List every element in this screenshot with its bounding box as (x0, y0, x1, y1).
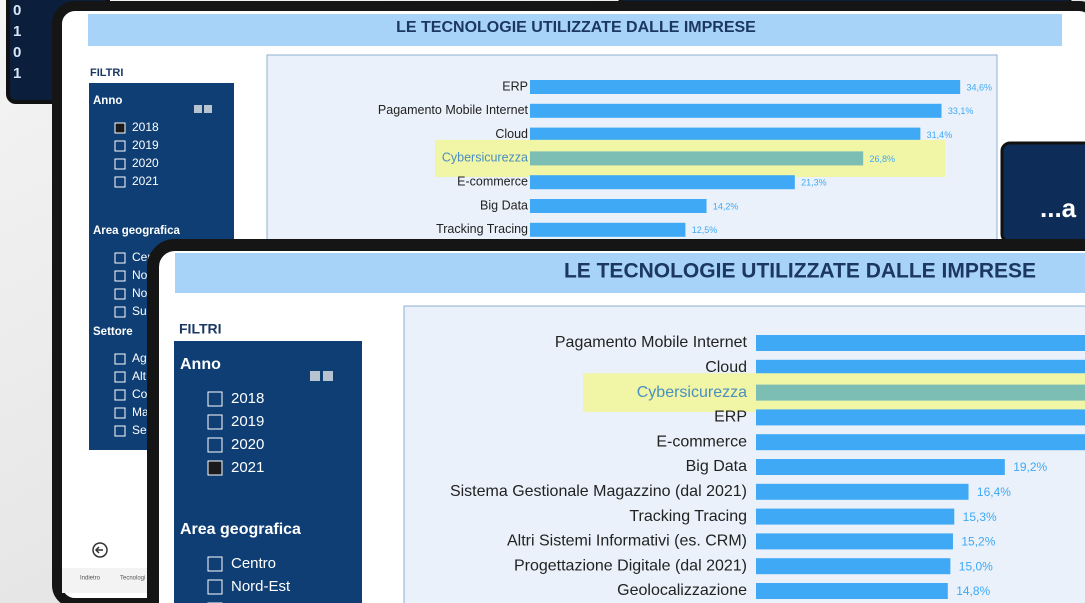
filters-label: FILTRI (90, 67, 123, 79)
value-label: 14,8% (956, 584, 990, 598)
category-label: Cybersicurezza (637, 384, 747, 401)
bar (756, 385, 1085, 401)
category-label: Pagamento Mobile Internet (378, 103, 529, 117)
filter-option[interactable]: No (132, 286, 148, 300)
filter-option[interactable]: Co (132, 387, 148, 401)
bar (530, 104, 942, 118)
icon (194, 105, 202, 113)
value-label: 31,4% (927, 130, 953, 140)
bar (756, 484, 969, 500)
tab[interactable]: Tecnologi (120, 576, 145, 582)
binary-digit: 0 (13, 44, 21, 61)
filter-title: Anno (180, 356, 221, 373)
filter-option[interactable]: Ma (132, 405, 149, 419)
bar (530, 223, 685, 237)
value-label: 34,6% (966, 82, 992, 92)
icon (323, 371, 333, 381)
category-label: ERP (714, 409, 747, 426)
checkbox[interactable] (115, 123, 125, 133)
binary-digit: 1 (13, 23, 21, 40)
bar (530, 128, 920, 142)
category-label: Cloud (495, 127, 528, 141)
page: 0 1 0 1 LE TECNOLOGIE UTILIZZATE DALLE IMPR… (0, 0, 1085, 603)
category-label: Altri Sistemi Informativi (es. CRM) (507, 533, 747, 550)
bar (530, 151, 863, 165)
checkbox[interactable] (208, 461, 222, 475)
filter-option[interactable]: 2020 (231, 436, 264, 453)
category-label: ERP (502, 79, 528, 93)
filter-title: Area geografica (180, 521, 301, 538)
category-label: Tracking Tracing (436, 222, 528, 236)
filters-label: FILTRI (179, 321, 222, 337)
icon (204, 105, 212, 113)
bar (756, 583, 948, 599)
bar (756, 533, 953, 549)
category-label: Pagamento Mobile Internet (555, 334, 748, 351)
filter-option[interactable]: 2019 (132, 138, 159, 152)
side-box: ...a (1002, 143, 1085, 242)
value-label: 16,4% (977, 485, 1011, 499)
bar (756, 509, 954, 525)
front-screenshot: LE TECNOLOGIE UTILIZZATE DALLE IMPRESE F… (153, 245, 1085, 603)
category-label: Tracking Tracing (629, 508, 747, 525)
filter-title: Settore (93, 326, 133, 338)
filter-option[interactable]: Nord-Est (231, 578, 291, 595)
bar (756, 335, 1085, 351)
bar (530, 175, 795, 189)
filter-option[interactable]: Alt (132, 369, 147, 383)
filter-option[interactable]: Su (132, 304, 147, 318)
value-label: 21,3% (801, 178, 827, 188)
category-label: Sistema Gestionale Magazzino (dal 2021) (450, 483, 747, 500)
value-label: 15,0% (959, 559, 993, 573)
category-label: Progettazione Digitale (dal 2021) (514, 557, 747, 574)
binary-digit: 1 (13, 65, 21, 82)
value-label: 19,2% (1013, 460, 1047, 474)
filter-option[interactable]: No (132, 268, 148, 282)
bar (756, 558, 950, 574)
filter-option[interactable]: 2018 (231, 390, 264, 407)
chart-title: LE TECNOLOGIE UTILIZZATE DALLE IMPRESE (396, 19, 756, 36)
category-label: Cybersicurezza (442, 151, 528, 165)
side-text: ...a (1040, 193, 1077, 223)
filter-option[interactable]: 2018 (132, 120, 159, 134)
category-label: E-commerce (457, 174, 528, 188)
category-label: Geolocalizzazione (617, 582, 747, 599)
value-label: 26,8% (869, 154, 895, 164)
tab[interactable]: Indietro (80, 576, 101, 582)
bar (756, 434, 1085, 450)
bar (756, 409, 1085, 425)
value-label: 33,1% (948, 106, 974, 116)
icon (310, 371, 320, 381)
bar (530, 80, 960, 94)
value-label: 14,2% (713, 201, 739, 211)
filter-title: Anno (93, 95, 122, 107)
filter-option[interactable]: 2019 (231, 413, 264, 430)
bar (530, 199, 707, 213)
filter-option[interactable]: Ag (132, 351, 147, 365)
filter-title: Area geografica (93, 225, 181, 237)
value-label: 15,3% (963, 510, 997, 524)
filter-option[interactable]: Centro (231, 555, 276, 572)
binary-digit: 0 (13, 2, 21, 19)
value-label: 12,5% (692, 225, 718, 235)
value-label: 15,2% (961, 535, 995, 549)
filter-option[interactable]: 2021 (132, 174, 159, 188)
category-label: Big Data (480, 198, 528, 212)
category-label: E-commerce (656, 433, 747, 450)
bar (756, 459, 1005, 475)
filter-option[interactable]: 2020 (132, 156, 159, 170)
slide: 0 1 0 1 LE TECNOLOGIE UTILIZZATE DALLE IMPR… (0, 0, 1085, 603)
chart-title: LE TECNOLOGIE UTILIZZATE DALLE IMPRESE (564, 260, 1036, 283)
category-label: Big Data (686, 458, 747, 475)
filter-option[interactable]: 2021 (231, 459, 264, 476)
